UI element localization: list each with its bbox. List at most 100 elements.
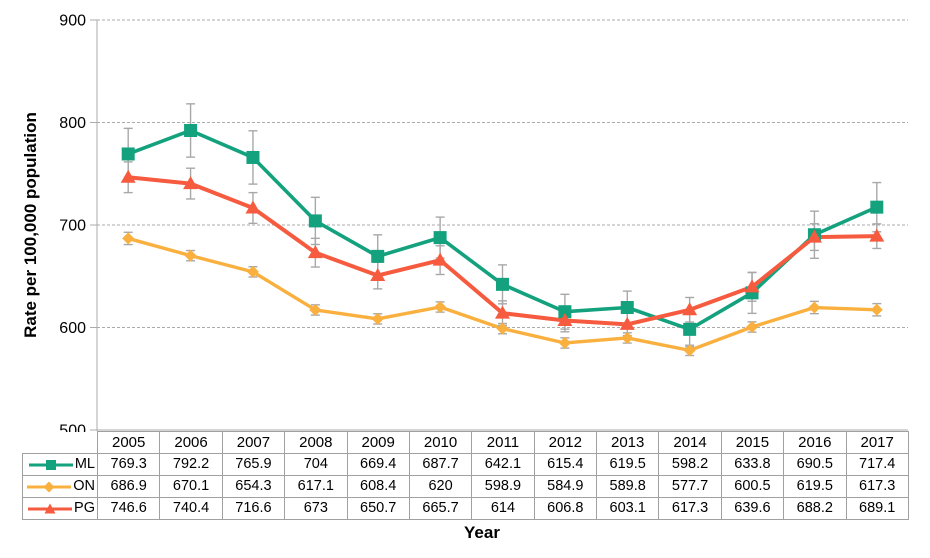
diamond-legend-key-icon: [27, 481, 72, 492]
value-cell: 746.6: [96, 497, 161, 520]
triangle-marker: [307, 245, 323, 259]
value-cell: 717.4: [845, 453, 909, 476]
value-cell: 673: [284, 497, 348, 520]
year-header-cell: 2008: [284, 431, 348, 454]
value-cell: 577.7: [658, 475, 722, 498]
square-marker: [683, 322, 697, 336]
square-marker: [496, 277, 509, 291]
value-cell: 716.6: [221, 497, 286, 520]
value-cell: 619.5: [783, 475, 847, 498]
y-tick-label: 700: [59, 218, 86, 235]
line-chart-plot: 500 600 700 800 900: [59, 13, 908, 433]
series-label: PG: [74, 500, 95, 516]
series-row-ml: ML 769.3 792.2 765.9 704 669.4 687.7 642.1 615.4…: [22, 453, 909, 476]
blank-corner-cell: [22, 431, 98, 454]
diamond-marker: [683, 344, 696, 357]
triangle-marker: [682, 302, 698, 316]
diamond-marker: [746, 320, 759, 333]
series-label: ON: [73, 478, 95, 494]
value-cell: 690.5: [783, 453, 847, 476]
triangle-marker: [557, 313, 573, 327]
triangle-marker: [619, 316, 635, 330]
year-header-cell: 2012: [533, 431, 598, 454]
value-cell: 598.2: [658, 453, 722, 476]
y-tick-label: 800: [59, 115, 86, 132]
diamond-marker: [246, 265, 259, 278]
value-cell: 769.3: [96, 453, 161, 476]
triangle-marker: [869, 228, 885, 242]
triangle-marker: [183, 176, 199, 190]
value-cell: 765.9: [221, 453, 286, 476]
data-table: 2005 2006 2007 2008 2009 2010 2011 2012 2013 2014…: [22, 431, 909, 520]
value-cell: 792.2: [159, 453, 223, 476]
triangle-marker: [744, 279, 760, 293]
value-cell: 617.3: [845, 475, 909, 498]
value-cell: 584.9: [533, 475, 598, 498]
value-cell: 598.9: [471, 475, 535, 498]
triangle-marker: [245, 200, 261, 214]
value-cell: 639.6: [720, 497, 785, 520]
series-row-pg: PG 746.6 740.4 716.6 673 650.7 665.7 614 606.8 60…: [22, 497, 909, 520]
value-cell: 620: [408, 475, 473, 498]
y-tick-label: 600: [59, 320, 86, 337]
square-marker: [620, 301, 634, 315]
year-header-cell: 2007: [221, 431, 286, 454]
value-cell: 600.5: [720, 475, 785, 498]
square-marker: [558, 305, 572, 319]
year-header-cell: 2013: [595, 431, 660, 454]
diamond-marker: [621, 331, 634, 344]
value-cell: 606.8: [533, 497, 598, 520]
year-header-cell: 2009: [346, 431, 410, 454]
diamond-marker: [184, 249, 197, 262]
year-header-cell: 2006: [159, 431, 223, 454]
y-tick-label: 500: [59, 423, 86, 433]
year-header-cell: 2011: [471, 431, 535, 454]
square-marker: [371, 249, 385, 263]
diamond-marker: [808, 301, 821, 314]
diamond-marker: [558, 336, 571, 349]
value-cell: 619.5: [595, 453, 660, 476]
x-axis-title: Year: [464, 523, 500, 542]
value-cell: 686.9: [96, 475, 161, 498]
legend-cell-ml: ML: [22, 453, 98, 476]
triangle-legend-key-icon: [28, 503, 73, 513]
value-cell: 589.8: [595, 475, 660, 498]
square-marker: [121, 147, 135, 161]
triangle-marker: [370, 268, 386, 282]
square-marker: [308, 214, 322, 228]
year-header-cell: 2015: [720, 431, 785, 454]
triangle-marker: [432, 252, 448, 266]
year-header-cell: 2005: [96, 431, 161, 454]
value-cell: 688.2: [783, 497, 847, 520]
legend-cell-on: ON: [22, 475, 98, 498]
series-row-on: ON 686.9 670.1 654.3 617.1 608.4 620 598.9 584.9…: [22, 475, 909, 498]
value-cell: 689.1: [845, 497, 909, 520]
y-axis-title: Rate per 100,000 population: [21, 112, 40, 338]
value-cell: 633.8: [720, 453, 785, 476]
value-cell: 687.7: [408, 453, 473, 476]
value-cell: 665.7: [408, 497, 473, 520]
diamond-marker: [496, 322, 509, 335]
year-header-cell: 2014: [658, 431, 722, 454]
legend-cell-pg: PG: [22, 497, 98, 520]
value-cell: 654.3: [221, 475, 286, 498]
value-cell: 617.3: [658, 497, 722, 520]
y-tick-label: 900: [59, 13, 86, 30]
year-header-cell: 2016: [783, 431, 847, 454]
value-cell: 642.1: [471, 453, 535, 476]
diamond-marker: [434, 301, 447, 313]
value-cell: 704: [284, 453, 348, 476]
value-cell: 740.4: [159, 497, 223, 520]
value-cell: 617.1: [284, 475, 348, 498]
diamond-marker: [309, 303, 322, 316]
value-cell: 650.7: [346, 497, 410, 520]
value-cell: 608.4: [346, 475, 410, 498]
square-legend-key-icon: [28, 459, 73, 470]
triangle-marker: [495, 305, 510, 319]
series-label: ML: [74, 456, 95, 472]
square-marker: [870, 200, 884, 214]
year-header-cell: 2010: [408, 431, 473, 454]
square-marker: [246, 150, 260, 164]
diamond-marker: [371, 312, 384, 325]
